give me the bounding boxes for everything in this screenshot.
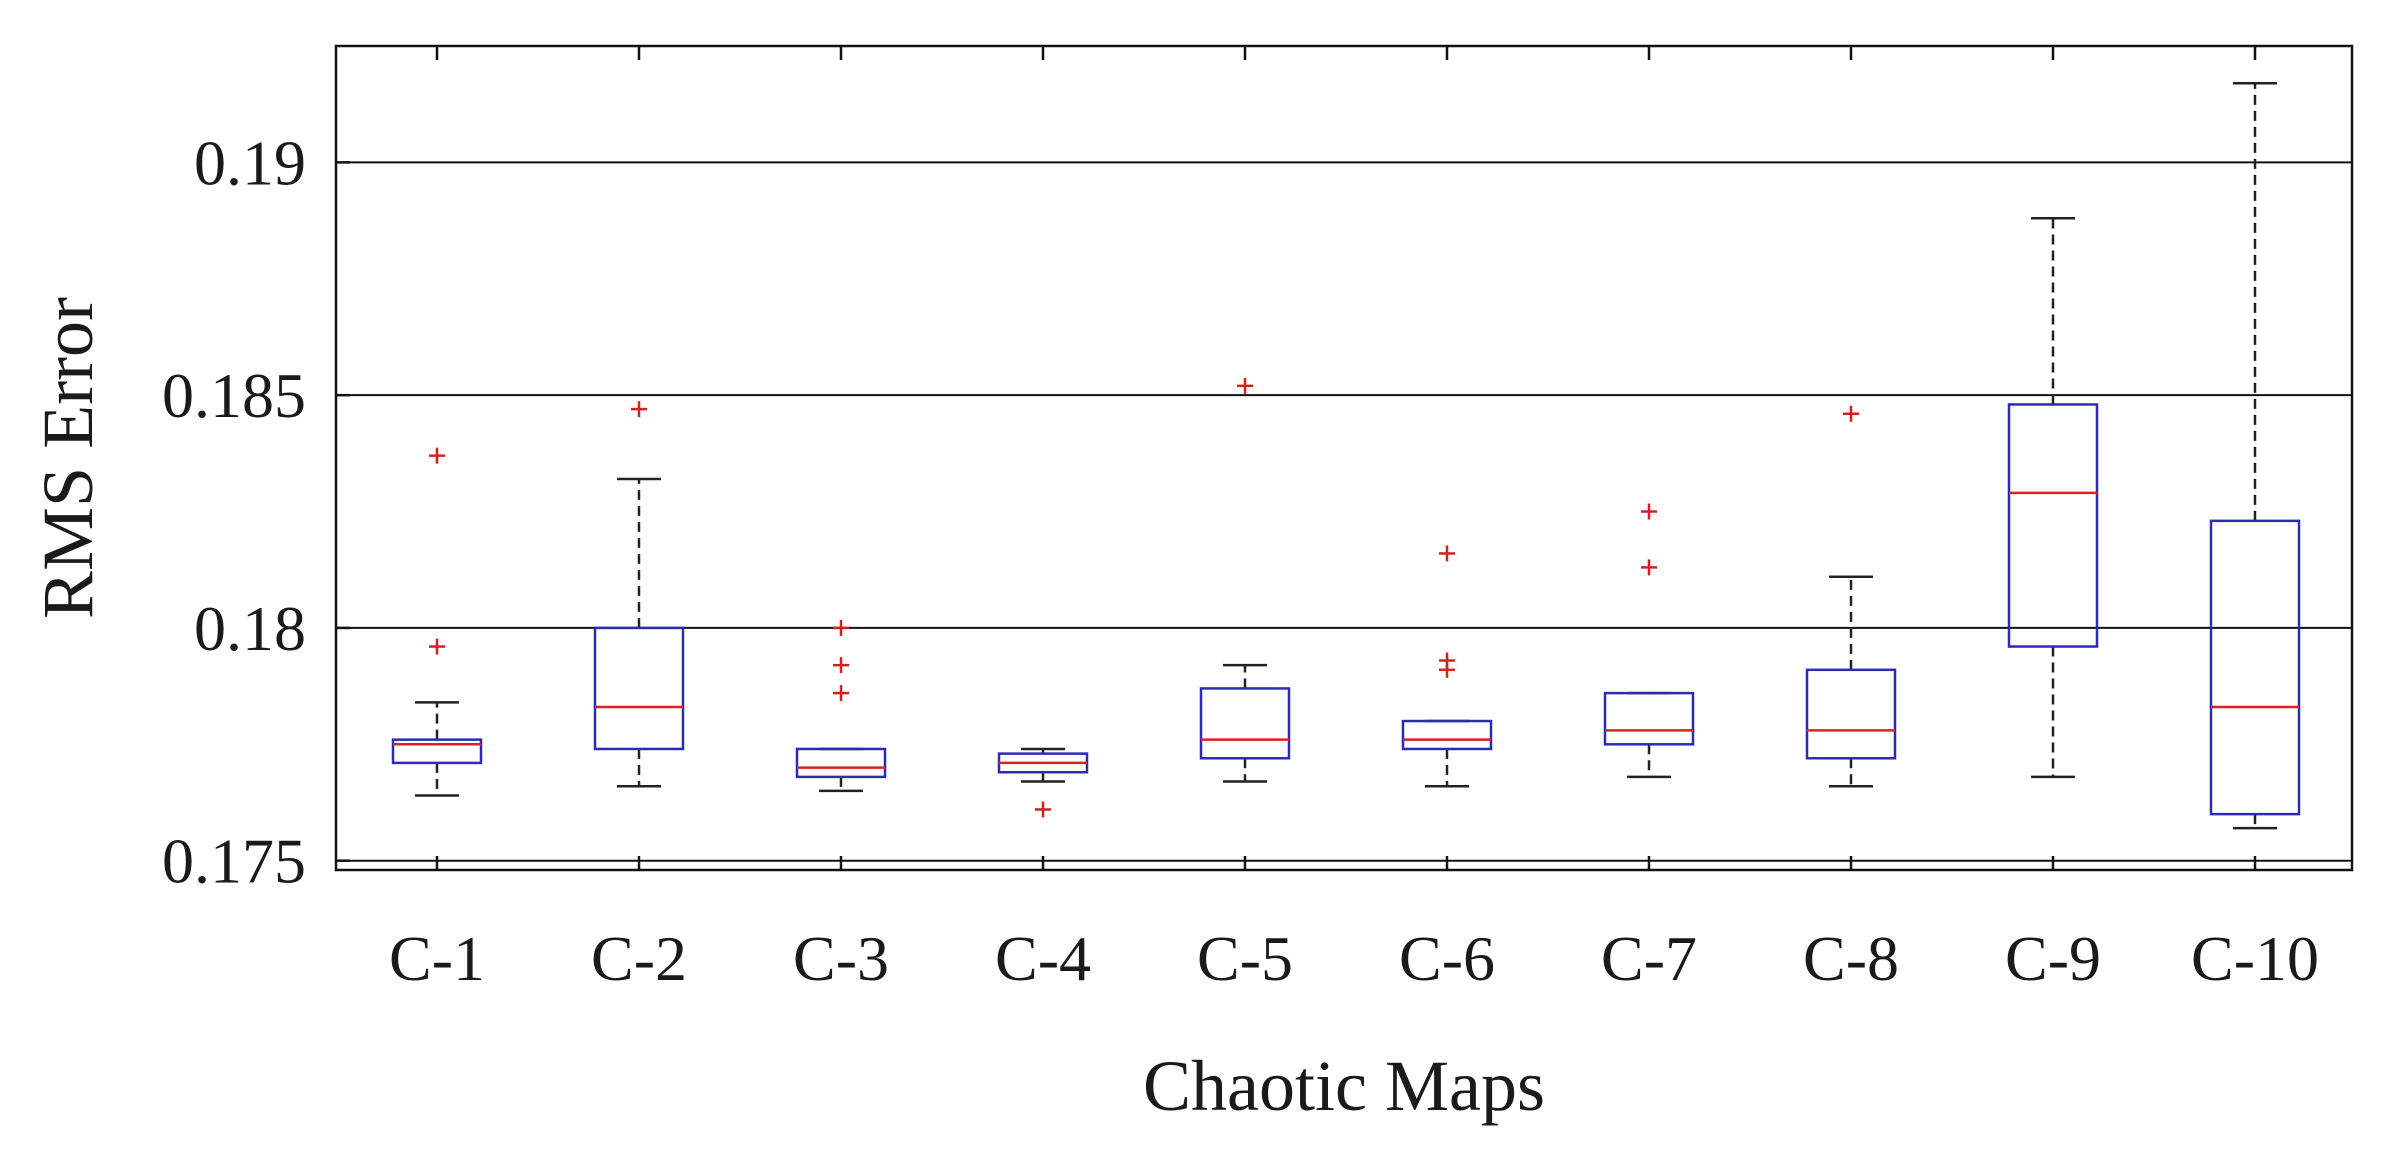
outlier-marker-5-2 xyxy=(1439,545,1455,562)
x-tick-label-3: C-4 xyxy=(995,923,1091,994)
box-group-c-1 xyxy=(391,447,483,797)
box-9 xyxy=(2209,519,2301,816)
outlier-marker-0-1 xyxy=(429,447,445,464)
x-tick-label-6: C-7 xyxy=(1601,923,1697,994)
x-tick-label-5: C-6 xyxy=(1399,923,1495,994)
outlier-marker-4-0 xyxy=(1237,377,1253,394)
outlier-marker-5-1 xyxy=(1439,652,1455,669)
outlier-marker-7-0 xyxy=(1843,405,1859,422)
x-tick-label-0: C-1 xyxy=(389,923,485,994)
box-2 xyxy=(795,747,887,779)
outlier-marker-3-0 xyxy=(1035,801,1051,818)
box-group-c-6 xyxy=(1401,545,1493,788)
box-1 xyxy=(593,626,685,751)
boxes xyxy=(391,81,2301,830)
y-axis-title: RMS Error xyxy=(28,297,108,619)
box-group-c-8 xyxy=(1805,405,1897,788)
box-4 xyxy=(1199,687,1291,760)
box-0 xyxy=(391,738,483,765)
x-tick-label-1: C-2 xyxy=(591,923,687,994)
x-axis-title: Chaotic Maps xyxy=(1143,1046,1545,1126)
outlier-marker-2-0 xyxy=(833,685,849,702)
box-group-c-4 xyxy=(997,747,1089,818)
outlier-marker-0-0 xyxy=(429,638,445,655)
box-group-c-5 xyxy=(1199,377,1291,783)
x-tick-label-2: C-3 xyxy=(793,923,889,994)
x-tick-label-8: C-9 xyxy=(2005,923,2101,994)
box-7 xyxy=(1805,668,1897,760)
plot-border xyxy=(334,44,2354,872)
x-tick-label-9: C-10 xyxy=(2191,923,2319,994)
x-tick-label-4: C-5 xyxy=(1197,923,1293,994)
plot-frame xyxy=(334,44,2354,872)
ticks: C-1 C-2 C-3 C-4 C-5 C-6 C-7 C-8 C-9 C-10 0.175 0.18… xyxy=(162,46,2319,994)
outlier-marker-2-1 xyxy=(833,657,849,674)
outlier-marker-2-2 xyxy=(833,619,849,636)
y-tick-label-1: 0.18 xyxy=(194,593,306,664)
box-group-c-7 xyxy=(1603,503,1695,779)
box-group-c-3 xyxy=(795,619,887,793)
y-tick-label-3: 0.19 xyxy=(194,127,306,198)
y-tick-label-0: 0.175 xyxy=(162,826,306,897)
outlier-marker-6-1 xyxy=(1641,503,1657,520)
box-8 xyxy=(2007,403,2099,648)
box-6 xyxy=(1603,691,1695,746)
box-5 xyxy=(1401,719,1493,751)
x-tick-label-7: C-8 xyxy=(1803,923,1899,994)
box-group-c-9 xyxy=(2007,216,2099,779)
box-group-c-10 xyxy=(2209,81,2301,830)
outlier-marker-6-0 xyxy=(1641,559,1657,576)
y-tick-label-2: 0.185 xyxy=(162,360,306,431)
outlier-marker-1-0 xyxy=(631,401,647,418)
box-group-c-2 xyxy=(593,401,685,788)
